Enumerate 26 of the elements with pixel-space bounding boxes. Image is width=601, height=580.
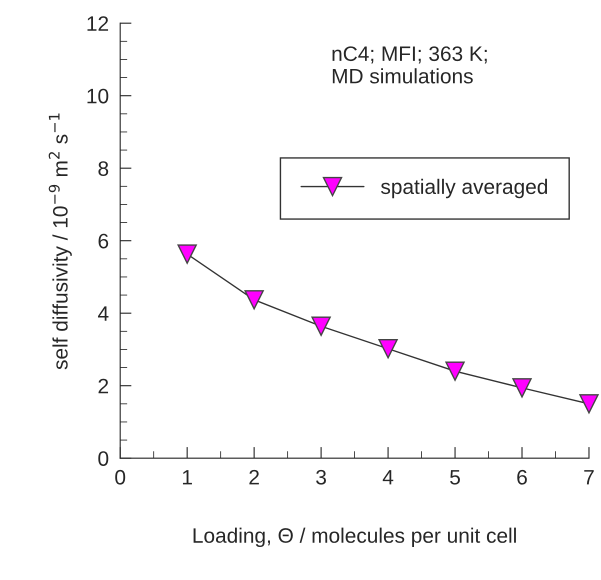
annotation: nC4; MFI; 363 K; MD simulations (332, 46, 487, 84)
point (177, 244, 197, 264)
point (579, 394, 599, 414)
y-tick-label: 12 (88, 16, 108, 31)
x-tick-label: 4 (382, 470, 394, 484)
x-tick-label: 6 (517, 470, 527, 485)
x-tick-label: 7 (584, 470, 594, 484)
point (311, 316, 331, 336)
y-tick-label: 4 (98, 306, 108, 321)
point (512, 378, 532, 398)
legend-label: spatially averaged (381, 178, 548, 198)
y-tick-label: 0 (98, 451, 108, 466)
point (378, 339, 398, 358)
x-tick-label: 5 (450, 470, 460, 485)
y-tick-label: 6 (98, 234, 108, 248)
y-tick-label: 8 (98, 161, 108, 176)
point (244, 290, 264, 310)
x-tick-label: 1 (182, 470, 192, 484)
y-axis-title: self diffusivity / 10$^{−9}$ m$^{2}$ s$^{−1}$ (48, 114, 72, 370)
x-tick-label: 2 (249, 470, 259, 484)
x-tick-label: 3 (316, 470, 326, 485)
x-tick-label: 0 (115, 470, 126, 485)
x-axis-title: Loading, Θ / molecules per unit cell (194, 528, 516, 548)
point (445, 361, 465, 381)
y-tick-label: 10 (88, 88, 108, 104)
y-tick-label: 2 (98, 378, 108, 394)
